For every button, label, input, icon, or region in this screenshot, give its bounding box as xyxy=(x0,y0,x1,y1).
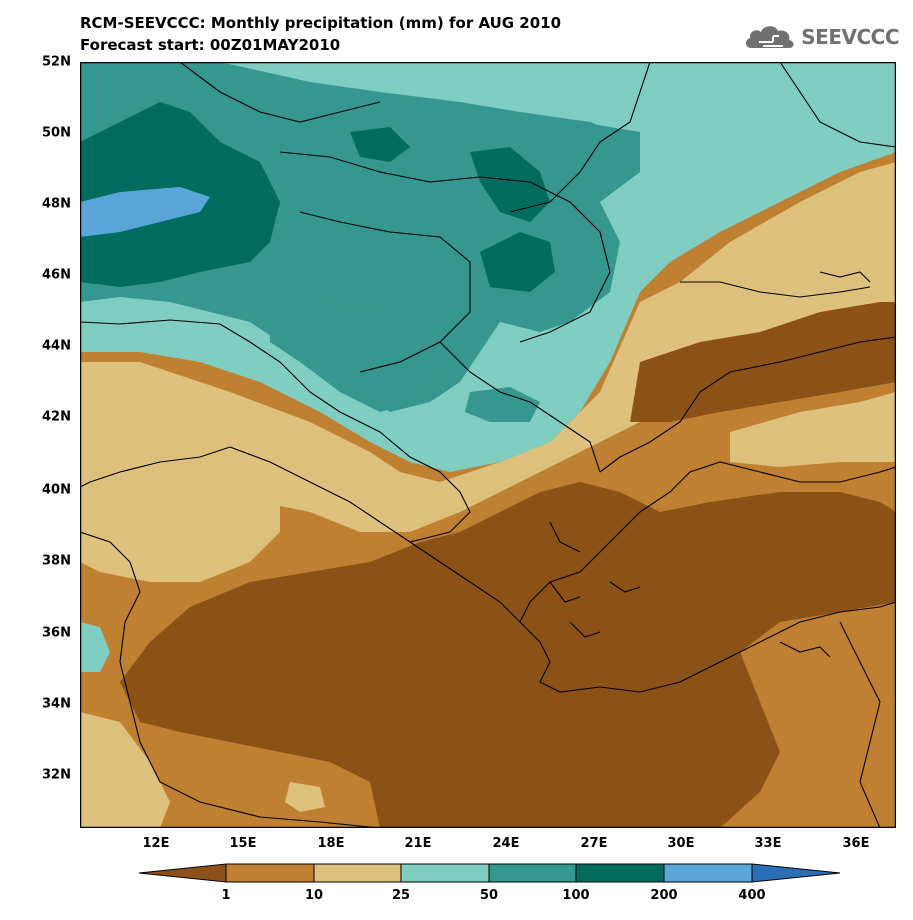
colorbar-segment-lt1 xyxy=(138,863,227,883)
lat-label-38n: 38N xyxy=(42,553,71,569)
colorbar-segment-100-200 xyxy=(575,863,665,883)
lon-label-15e: 15E xyxy=(229,836,257,851)
lon-label-30e: 30E xyxy=(667,836,695,851)
lat-label-52n: 52N xyxy=(42,54,71,70)
lon-label-27e: 27E xyxy=(580,836,608,851)
colorbar-segment-1-10 xyxy=(225,863,315,883)
lat-label-44n: 44N xyxy=(42,338,71,354)
colorbar-label-25: 25 xyxy=(391,888,411,903)
region-10-25mm-south xyxy=(80,712,170,828)
colorbar-segment-200-400 xyxy=(663,863,753,883)
forecast-start-label: Forecast start: 00Z01MAY2010 xyxy=(80,36,341,54)
region-lt1mm xyxy=(120,482,896,828)
region-10-25mm-anatolia xyxy=(730,392,896,467)
lon-label-12e: 12E xyxy=(142,836,170,851)
cloud-logo-icon xyxy=(746,26,794,48)
seevccc-logo: SEEVCCC xyxy=(743,22,899,52)
lat-label-40n: 40N xyxy=(42,482,71,498)
precipitation-map xyxy=(80,62,896,828)
region-50-100mm-east xyxy=(570,122,640,182)
lat-label-32n: 32N xyxy=(42,767,71,783)
colorbar-segment-50-100 xyxy=(488,863,577,883)
colorbar-label-10: 10 xyxy=(304,888,324,903)
lon-label-21e: 21E xyxy=(404,836,432,851)
colorbar-label-1: 1 xyxy=(221,888,231,903)
lat-label-46n: 46N xyxy=(42,267,71,283)
region-100-200mm-ukraine xyxy=(470,147,550,222)
region-100-200mm-spot xyxy=(350,127,410,162)
lon-label-18e: 18E xyxy=(317,836,345,851)
colorbar xyxy=(138,863,841,883)
region-50-100mm-adriatic xyxy=(270,302,440,412)
region-200-400mm xyxy=(80,187,210,237)
lat-label-48n: 48N xyxy=(42,196,71,212)
map-title: RCM-SEEVCCC: Monthly precipitation (mm) … xyxy=(80,14,562,32)
region-10-25mm-spot xyxy=(285,782,325,812)
lat-label-34n: 34N xyxy=(42,696,71,712)
map-frame xyxy=(80,62,896,828)
colorbar-label-200: 200 xyxy=(650,888,678,903)
region-100-200mm-pannonia xyxy=(480,232,555,292)
colorbar-label-400: 400 xyxy=(738,888,766,903)
colorbar-segment-25-50 xyxy=(400,863,490,883)
colorbar-label-50: 50 xyxy=(479,888,499,903)
logo-text: SEEVCCC xyxy=(801,25,899,49)
region-50-100mm-bulgaria xyxy=(465,387,540,422)
colorbar-segment-gt400 xyxy=(751,863,841,883)
lat-label-36n: 36N xyxy=(42,625,71,641)
lon-label-33e: 33E xyxy=(754,836,782,851)
region-10-25mm-crimea xyxy=(770,262,896,302)
region-25-50mm-spot xyxy=(80,622,110,672)
coastlines-and-borders xyxy=(80,62,896,828)
region-10-25mm xyxy=(80,162,896,532)
colorbar-segment-10-25 xyxy=(313,863,402,883)
lat-label-50n: 50N xyxy=(42,125,71,141)
lon-label-24e: 24E xyxy=(492,836,520,851)
lon-label-36e: 36E xyxy=(842,836,870,851)
lat-label-42n: 42N xyxy=(42,409,71,425)
colorbar-label-100: 100 xyxy=(562,888,590,903)
region-lt1mm-anatolia xyxy=(630,302,896,422)
